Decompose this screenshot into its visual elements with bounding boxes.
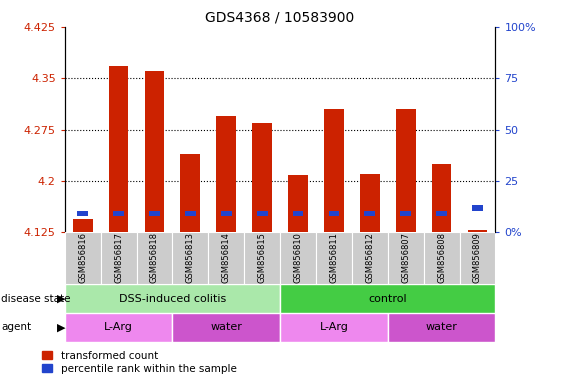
Bar (77, 212, 88, 216)
Bar (185, 212, 196, 216)
Bar (280, 313, 388, 342)
Bar (316, 232, 352, 284)
Bar (436, 212, 447, 216)
Text: DSS-induced colitis: DSS-induced colitis (119, 293, 226, 304)
Bar (145, 71, 164, 232)
Bar (388, 313, 495, 342)
Bar (293, 212, 303, 216)
Bar (101, 232, 137, 284)
Bar (288, 175, 308, 232)
Bar (244, 232, 280, 284)
Bar (252, 123, 272, 232)
Text: GSM856810: GSM856810 (293, 232, 302, 283)
Bar (396, 109, 415, 232)
Bar (65, 232, 101, 284)
Bar (221, 212, 232, 216)
Text: GSM856816: GSM856816 (78, 232, 87, 283)
Text: GSM856808: GSM856808 (437, 232, 446, 283)
Bar (109, 66, 128, 232)
Bar (280, 284, 495, 313)
Bar (65, 284, 280, 313)
Text: control: control (368, 293, 407, 304)
Bar (65, 313, 172, 342)
Text: ▶: ▶ (56, 293, 65, 304)
Text: GSM856807: GSM856807 (401, 232, 410, 283)
Bar (280, 232, 316, 284)
Text: GSM856813: GSM856813 (186, 232, 195, 283)
Bar (400, 212, 411, 216)
Text: agent: agent (1, 322, 32, 333)
Text: disease state: disease state (1, 293, 70, 304)
Text: GSM856812: GSM856812 (365, 232, 374, 283)
Bar (172, 232, 208, 284)
Bar (216, 116, 236, 232)
Bar (459, 232, 495, 284)
Bar (468, 230, 488, 232)
Text: GSM856815: GSM856815 (258, 232, 267, 283)
Bar (137, 232, 172, 284)
Legend: transformed count, percentile rank within the sample: transformed count, percentile rank withi… (42, 351, 236, 374)
Bar (149, 212, 160, 216)
Bar (328, 212, 339, 216)
Text: water: water (211, 322, 242, 333)
Bar (172, 313, 280, 342)
Bar (208, 232, 244, 284)
Text: L-Arg: L-Arg (104, 322, 133, 333)
Bar (73, 218, 92, 232)
Bar (472, 205, 483, 212)
Bar (364, 212, 376, 216)
Bar (324, 109, 344, 232)
Bar (352, 232, 388, 284)
Bar (181, 154, 200, 232)
Bar (360, 174, 379, 232)
Text: GSM856811: GSM856811 (329, 232, 338, 283)
Text: water: water (426, 322, 458, 333)
Text: GSM856817: GSM856817 (114, 232, 123, 283)
Bar (113, 212, 124, 216)
Bar (424, 232, 459, 284)
Text: L-Arg: L-Arg (319, 322, 348, 333)
Text: ▶: ▶ (56, 322, 65, 333)
Text: GSM856814: GSM856814 (222, 232, 231, 283)
Bar (388, 232, 424, 284)
Title: GDS4368 / 10583900: GDS4368 / 10583900 (205, 10, 355, 24)
Text: GSM856818: GSM856818 (150, 232, 159, 283)
Text: GSM856809: GSM856809 (473, 232, 482, 283)
Bar (257, 212, 267, 216)
Bar (432, 164, 452, 232)
